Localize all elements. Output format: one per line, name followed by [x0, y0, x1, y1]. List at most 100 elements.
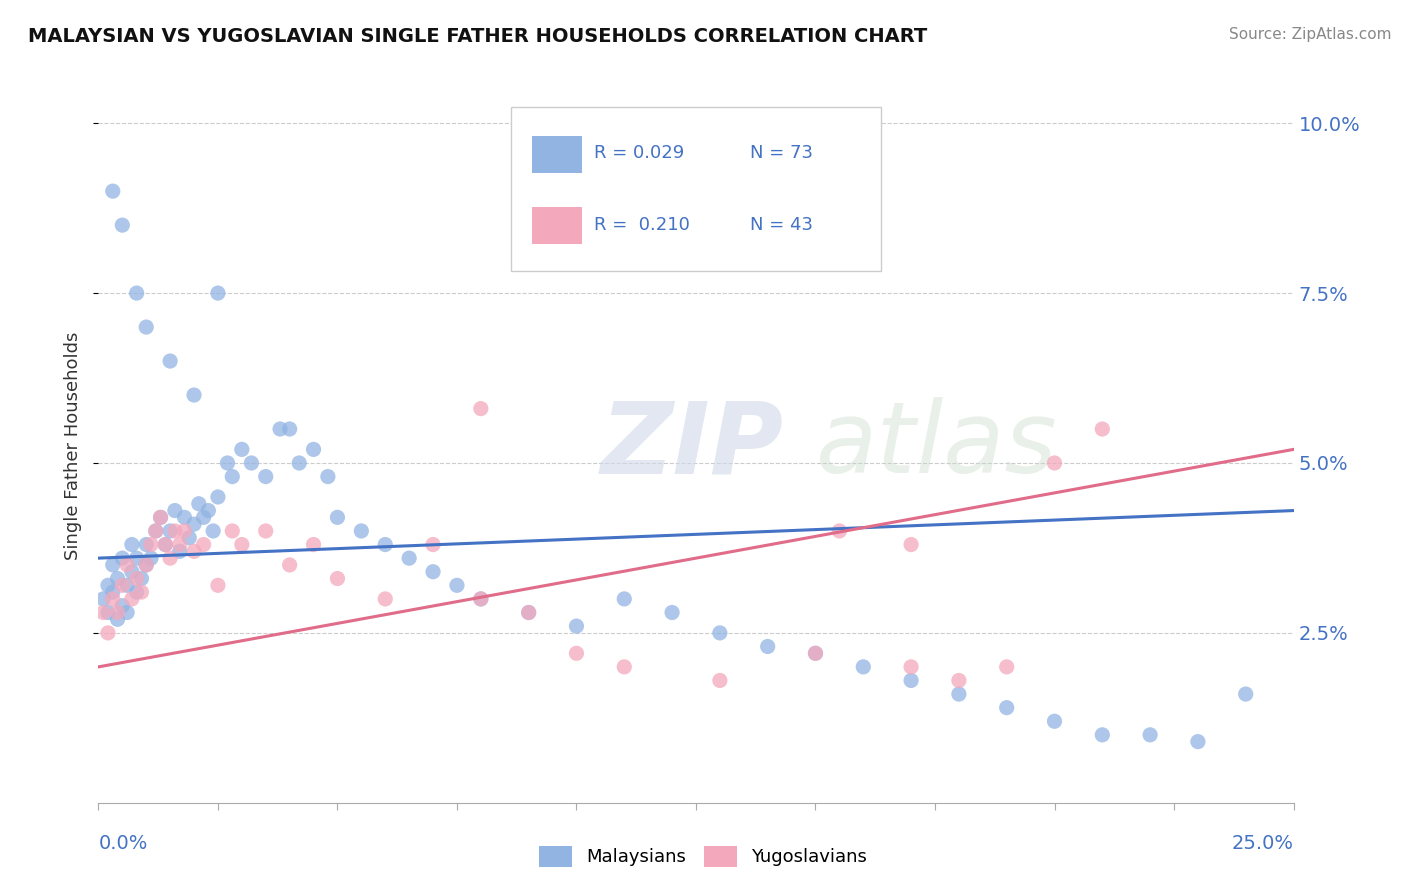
Text: R = 0.029: R = 0.029 [595, 145, 685, 162]
Point [661, 606, 683, 620]
Point [374, 537, 396, 551]
Point [565, 646, 588, 660]
Point [995, 700, 1018, 714]
Point [470, 591, 492, 606]
Point [111, 599, 134, 613]
Point [91, 606, 114, 620]
Point [183, 544, 205, 558]
Text: 0.0%: 0.0% [98, 834, 148, 853]
Point [125, 585, 148, 599]
Point [193, 510, 215, 524]
Point [709, 626, 731, 640]
Point [1043, 714, 1066, 729]
FancyBboxPatch shape [533, 207, 582, 244]
Point [115, 558, 138, 572]
Point [278, 558, 301, 572]
Point [1043, 456, 1066, 470]
Point [240, 456, 263, 470]
Point [326, 572, 349, 586]
Point [207, 286, 229, 301]
Point [221, 469, 243, 483]
Point [155, 537, 177, 551]
Text: ZIP: ZIP [600, 398, 783, 494]
Point [231, 442, 253, 457]
Point [565, 619, 588, 633]
Point [900, 673, 922, 688]
Point [101, 585, 124, 599]
Point [288, 456, 311, 470]
Point [804, 646, 827, 660]
Point [709, 673, 731, 688]
Text: N = 43: N = 43 [749, 216, 813, 234]
Point [316, 469, 339, 483]
Point [159, 354, 181, 368]
Point [302, 442, 325, 457]
Point [350, 524, 373, 538]
Point [111, 551, 134, 566]
Point [207, 578, 229, 592]
Point [302, 537, 325, 551]
Y-axis label: Single Father Households: Single Father Households [65, 332, 83, 560]
Point [197, 503, 219, 517]
Point [193, 537, 215, 551]
Point [187, 497, 209, 511]
Point [107, 572, 129, 586]
Point [374, 591, 396, 606]
Point [613, 660, 636, 674]
Point [948, 673, 970, 688]
Point [217, 456, 239, 470]
Point [135, 558, 157, 572]
Point [278, 422, 301, 436]
Point [1234, 687, 1257, 701]
Point [202, 524, 225, 538]
Point [115, 606, 138, 620]
Point [145, 524, 167, 538]
Point [121, 537, 143, 551]
Point [470, 591, 492, 606]
Point [101, 591, 124, 606]
Point [517, 606, 540, 620]
Point [326, 510, 349, 524]
Point [173, 510, 195, 524]
Point [398, 551, 420, 566]
Legend: Malaysians, Yugoslavians: Malaysians, Yugoslavians [531, 838, 875, 874]
Point [115, 578, 138, 592]
Point [149, 510, 172, 524]
Point [1139, 728, 1161, 742]
Point [111, 218, 134, 232]
Point [101, 184, 124, 198]
Point [173, 524, 195, 538]
Point [470, 401, 492, 416]
Point [207, 490, 229, 504]
FancyBboxPatch shape [510, 107, 882, 271]
Point [125, 286, 148, 301]
Point [1091, 422, 1114, 436]
Point [121, 591, 143, 606]
Point [139, 551, 162, 566]
Point [613, 591, 636, 606]
Point [131, 572, 153, 586]
Point [107, 612, 129, 626]
Point [995, 660, 1018, 674]
Point [1187, 734, 1209, 748]
Point [159, 524, 181, 538]
Point [169, 544, 191, 558]
Point [169, 537, 191, 551]
Text: 25.0%: 25.0% [1232, 834, 1294, 853]
Text: N = 73: N = 73 [749, 145, 813, 162]
Point [517, 606, 540, 620]
Point [121, 565, 143, 579]
Point [231, 537, 253, 551]
Point [804, 646, 827, 660]
Point [422, 565, 444, 579]
Point [163, 503, 186, 517]
Point [107, 606, 129, 620]
Point [145, 524, 167, 538]
Point [91, 591, 114, 606]
Text: Source: ZipAtlas.com: Source: ZipAtlas.com [1229, 27, 1392, 42]
FancyBboxPatch shape [533, 136, 582, 173]
Point [446, 578, 468, 592]
Text: MALAYSIAN VS YUGOSLAVIAN SINGLE FATHER HOUSEHOLDS CORRELATION CHART: MALAYSIAN VS YUGOSLAVIAN SINGLE FATHER H… [28, 27, 928, 45]
Point [131, 585, 153, 599]
Text: atlas: atlas [815, 398, 1057, 494]
